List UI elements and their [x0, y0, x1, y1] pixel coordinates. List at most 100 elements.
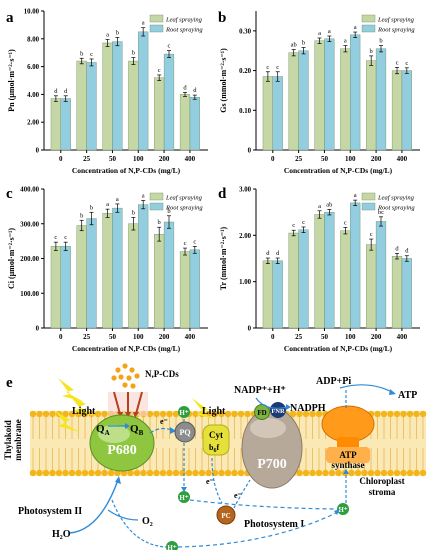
- lipid-head: [296, 469, 303, 477]
- lipid-head: [302, 410, 310, 418]
- bar-root-spraying: [112, 207, 123, 329]
- bar-root-spraying: [324, 38, 335, 151]
- x-tick-label: 25: [295, 155, 303, 163]
- bar-leaf-spraying: [128, 60, 139, 151]
- x-tick-label: 50: [109, 333, 117, 341]
- lipid-head: [29, 410, 37, 418]
- lightning-icon: [192, 398, 216, 420]
- lipid-head: [302, 469, 310, 477]
- lipid-head: [218, 410, 225, 418]
- np-cds-label: N,P-CDs: [145, 369, 179, 379]
- lipid-head: [140, 469, 147, 477]
- bar-root-spraying: [112, 41, 123, 151]
- significance-letter: c: [193, 238, 196, 245]
- significance-letter: b: [379, 38, 382, 45]
- nadp-arrow: [255, 397, 289, 409]
- chart-d: d 0 1.00 2.00 3.00 Tr (mmol·m⁻²·s⁻¹) Concentra…: [218, 186, 420, 353]
- lipid-head: [101, 410, 108, 418]
- legend-label: Leaf spraying: [377, 16, 415, 23]
- lipid-head: [205, 469, 212, 477]
- y-axis-label: Pn (μmol·m⁻²·s⁻¹): [7, 49, 16, 112]
- atp-synthase-head: [321, 405, 375, 443]
- lipid-head: [62, 469, 69, 477]
- y-axis-label: Tr (mmol·m⁻²·s⁻¹): [219, 226, 228, 290]
- x-tick-label: 25: [83, 155, 91, 163]
- lipid-head: [322, 469, 329, 477]
- electron-arrow-cyt-pc: [211, 457, 223, 504]
- lipid-head: [413, 469, 420, 477]
- bar-leaf-spraying: [179, 94, 191, 151]
- lipid-head: [192, 410, 199, 418]
- y-axis-label: Gs (mmol·m⁻²·s⁻¹): [219, 48, 228, 113]
- x-axis-label: Concentration of N,P-CDs (mg/L): [284, 344, 393, 353]
- lipid-head: [374, 469, 381, 477]
- significance-letter: b: [132, 50, 135, 57]
- y-axis-label-unit: (mmol·m⁻²·s⁻¹): [219, 226, 228, 280]
- significance-letter: b: [116, 29, 119, 36]
- bar-root-spraying: [401, 70, 412, 151]
- y-axis-label-unit: (mmol·m⁻²·s⁻¹): [219, 48, 228, 102]
- lipid-head: [146, 469, 154, 477]
- proton-label: H⁺: [167, 544, 176, 550]
- lipid-head: [328, 469, 336, 477]
- x-tick-label: 50: [109, 155, 117, 163]
- proton-label: H⁺: [338, 506, 347, 514]
- lipid-head: [400, 410, 407, 418]
- legend-label: Root spraying: [165, 26, 203, 33]
- electron-label-3: e⁻: [234, 491, 242, 500]
- bar-leaf-spraying: [179, 251, 191, 329]
- bar-root-spraying: [298, 229, 309, 329]
- significance-letter: d: [54, 88, 58, 95]
- np-cds-dots: [111, 363, 140, 389]
- y-tick-label: 4.00: [27, 92, 39, 99]
- significance-letter: b: [167, 208, 170, 215]
- bar-root-spraying: [163, 221, 175, 329]
- lipid-head: [62, 410, 69, 418]
- panel-letter-a: a: [6, 10, 14, 26]
- adp-atp-arrow: [339, 384, 393, 393]
- y-tick-label: 0.20: [239, 68, 251, 75]
- y-tick-label: 0: [36, 148, 40, 155]
- x-tick-label: 0: [59, 155, 63, 163]
- significance-letter: c: [302, 219, 305, 226]
- significance-letter: a: [106, 31, 109, 38]
- y-axis-label-unit: (μmol·m⁻²·s⁻¹): [7, 49, 16, 100]
- significance-letter: c: [54, 234, 57, 241]
- legend-swatch: [361, 14, 376, 23]
- y-axis-label-unit: (μmol·m⁻²·s⁻¹): [7, 228, 16, 279]
- panel-letter-d: d: [218, 186, 227, 202]
- x-tick-label: 0: [59, 333, 63, 341]
- proton-marker: [178, 491, 190, 503]
- x-tick-label: 400: [185, 333, 196, 341]
- proton-marker: [337, 503, 349, 515]
- significance-letter: b: [90, 204, 93, 211]
- lipid-head: [159, 410, 167, 418]
- lipid-head: [419, 410, 427, 418]
- y-tick-label: 2.00: [239, 233, 251, 240]
- significance-letter: bc: [378, 209, 384, 216]
- bar-leaf-spraying: [76, 225, 87, 329]
- legend-label: Root spraying: [165, 204, 203, 211]
- bar-leaf-spraying: [340, 230, 351, 329]
- y-axis-label-main: Ci: [7, 279, 16, 289]
- p700-highlight: [250, 418, 286, 438]
- bar-leaf-spraying: [391, 255, 403, 329]
- light-label-mid: Light: [202, 406, 226, 417]
- lipid-head: [354, 469, 362, 477]
- lipid-head: [315, 469, 323, 477]
- significance-letter: c: [266, 64, 269, 71]
- significance-letter: c: [64, 234, 67, 241]
- photosynthesis-diagram: e Thylakoid membrane Light N,P-CDs: [3, 363, 427, 550]
- y-tick-label: 0.10: [239, 108, 251, 115]
- lipid-head: [68, 410, 76, 418]
- x-axis-label: Concentration of N,P-CDs (mg/L): [72, 166, 181, 175]
- x-tick-label: 100: [133, 155, 144, 163]
- arrowhead: [115, 476, 121, 484]
- y-tick-label: 0: [248, 148, 252, 155]
- bar-leaf-spraying: [340, 48, 351, 151]
- significance-letter: d: [183, 84, 187, 91]
- x-tick-label: 100: [133, 333, 144, 341]
- proton-label: H⁺: [179, 409, 188, 417]
- legend-label: Leaf spraying: [377, 194, 415, 201]
- lipid-head: [237, 469, 245, 477]
